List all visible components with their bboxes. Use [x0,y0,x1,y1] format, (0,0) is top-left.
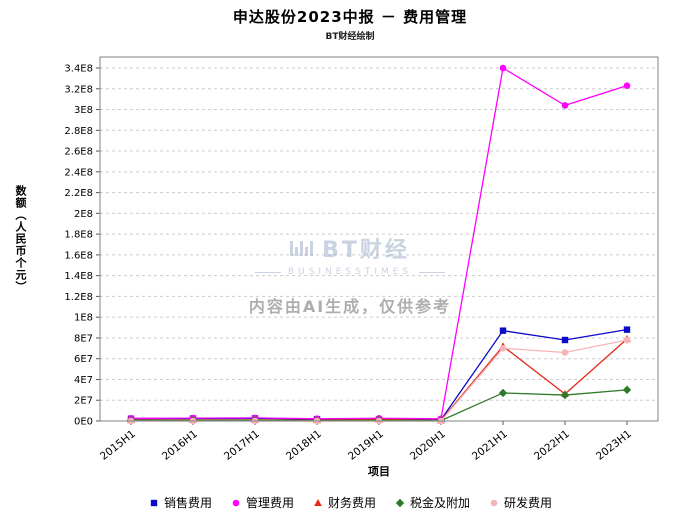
legend-label: 研发费用 [504,496,553,510]
chart-title: 申达股份2023中报 － 费用管理 [232,8,468,26]
y-tick-label: 4E7 [74,375,93,386]
series-marker [561,336,569,344]
series-marker [623,82,631,89]
series-marker [623,336,631,344]
series-marker [499,64,507,72]
series-marker [499,327,507,334]
x-tick-label: 2016H1 [160,428,200,463]
y-tick-label: 2E8 [74,209,93,220]
y-tick-label: 1.8E8 [64,230,93,241]
legend-label: 税金及附加 [410,496,471,510]
x-tick-label: 2015H1 [98,428,138,463]
legend-marker-icon [232,499,240,506]
series-marker [232,499,240,506]
y-tick-label: 1E8 [74,313,93,324]
series-marker [395,498,405,507]
plot-border [99,56,659,422]
y-tick-label: 1.6E8 [64,250,93,261]
y-tick-label: 2.8E8 [64,126,93,137]
x-tick-label: 2017H1 [222,428,262,463]
y-axis-title: 数额（人民币个元） [14,185,27,293]
series-marker [499,345,507,352]
series-line [131,339,628,422]
chart-subtitle: BT财经绘制 [325,32,375,42]
y-tick-label: 6E7 [74,354,93,365]
x-tick-label: 2021H1 [470,428,510,463]
x-tick-label: 2019H1 [346,428,386,463]
y-tick-label: 8E7 [74,333,93,344]
series-marker [561,102,569,109]
legend-marker-icon [314,498,322,506]
series-marker [622,385,632,395]
series-marker [490,499,498,506]
chart-legend: 销售费用 管理费用 财务费用 税金及附加 研发费用 [0,494,700,511]
series-marker [623,326,631,333]
y-tick-label: 2.4E8 [64,167,93,178]
legend-item: 研发费用 [488,494,552,511]
legend-label: 管理费用 [245,496,294,510]
y-tick-label: 3E8 [74,105,93,116]
y-tick-label: 0E0 [74,417,93,428]
x-tick-label: 2018H1 [284,428,324,463]
legend-item: 税金及附加 [394,494,470,511]
series-marker [561,349,569,356]
legend-label: 财务费用 [327,496,376,510]
legend-item: 财务费用 [312,494,376,511]
legend-item: 管理费用 [230,494,294,511]
series-line [130,66,628,420]
y-tick-label: 2.2E8 [64,188,93,199]
series-marker [314,498,322,506]
y-tick-label: 1.4E8 [64,271,93,282]
series-marker [560,390,570,400]
y-tick-label: 3.4E8 [64,64,93,75]
legend-marker-icon [150,499,158,506]
legend-item: 销售费用 [148,494,212,511]
y-tick-label: 2.6E8 [64,147,93,158]
legend-marker-icon [395,498,405,507]
x-tick-label: 2020H1 [408,428,448,463]
x-tick-label: 2023H1 [594,428,634,463]
x-axis-title: 项目 [368,465,390,478]
legend-marker-icon [490,499,498,506]
series-marker [498,388,508,398]
x-tick-label: 2022H1 [532,428,572,463]
y-tick-label: 1.2E8 [64,292,93,303]
y-tick-label: 3.2E8 [64,84,93,95]
y-tick-label: 2E7 [74,396,93,407]
series-marker [150,499,158,506]
series-line [130,328,628,421]
legend-label: 销售费用 [163,496,212,510]
